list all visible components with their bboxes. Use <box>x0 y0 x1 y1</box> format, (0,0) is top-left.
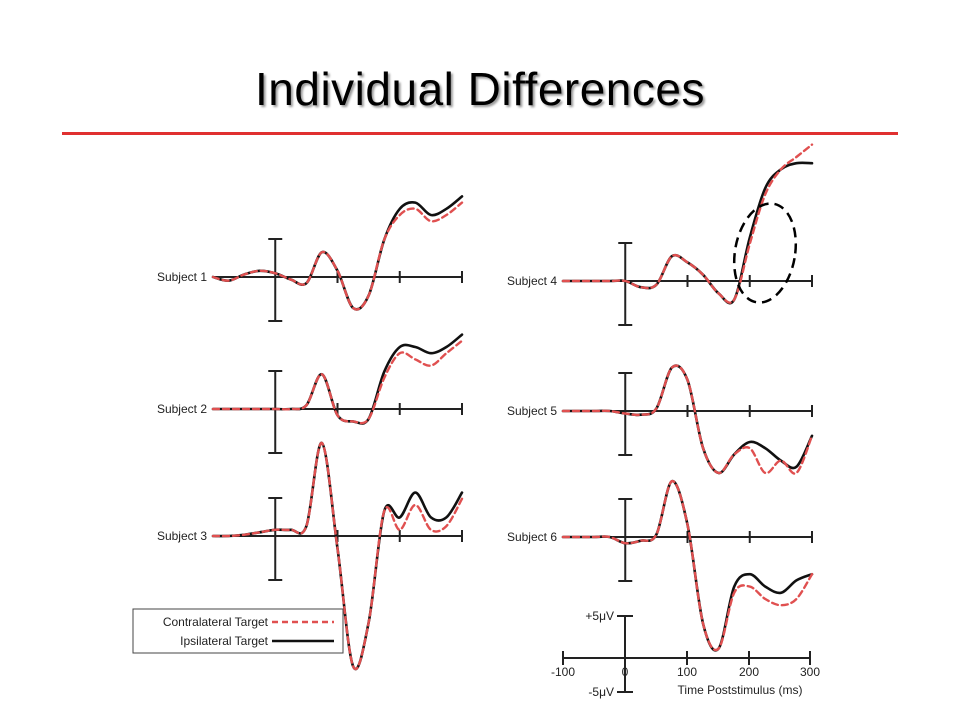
scale-bar-x-tick-label-300: 300 <box>800 665 820 679</box>
highlight-ellipse <box>732 202 798 304</box>
subject-4-contralateral-line <box>561 143 814 304</box>
subject-5-contralateral-line <box>561 364 814 475</box>
scale-bar-x-tick-label-100: 100 <box>677 665 697 679</box>
subject-6-ipsilateral-line <box>561 479 814 652</box>
subject-label-3: Subject 3 <box>157 529 207 543</box>
subject-6-contralateral-line <box>561 480 814 652</box>
scale-bar-x-axis-label: Time Poststimulus (ms) <box>678 683 803 697</box>
legend: Contralateral Target Ipsilateral Target <box>132 608 344 654</box>
subject-panel-1: Subject 1 <box>157 195 464 322</box>
scale-bar: +5μV -5μV -100 0 100 200 300 Time Postst… <box>551 609 820 699</box>
subject-label-2: Subject 2 <box>157 402 207 416</box>
subject-3-contralateral-line <box>211 441 464 671</box>
scale-bar-x-tick-label-minus100: -100 <box>551 665 575 679</box>
title-divider <box>62 132 898 135</box>
subject-panel-4: Subject 4 <box>507 143 814 326</box>
subject-1-contralateral-line <box>211 201 464 311</box>
subject-1-ipsilateral-line <box>211 195 464 311</box>
legend-box <box>132 608 344 654</box>
legend-label-contralateral: Contralateral Target <box>163 615 269 629</box>
subject-panel-5: Subject 5 <box>507 364 814 475</box>
subject-panel-3: Subject 3 <box>157 441 464 671</box>
subject-label-1: Subject 1 <box>157 270 207 284</box>
subject-panels: Subject 1 Subject 2 Subject 3 Subject 4 Subj… <box>157 143 814 671</box>
scale-bar-x-tick-label-0: 0 <box>622 665 629 679</box>
subject-label-6: Subject 6 <box>507 530 557 544</box>
scale-bar-x-tick-label-200: 200 <box>739 665 759 679</box>
subject-label-4: Subject 4 <box>507 274 557 288</box>
scale-bar-y-top-label: +5μV <box>585 609 614 623</box>
subject-panel-2: Subject 2 <box>157 333 464 454</box>
slide-title: Individual Differences <box>255 63 705 115</box>
subject-2-contralateral-line <box>211 339 464 425</box>
legend-label-ipsilateral: Ipsilateral Target <box>180 634 268 648</box>
subject-label-5: Subject 5 <box>507 404 557 418</box>
scale-bar-y-bottom-label: -5μV <box>588 685 614 699</box>
subject-panel-6: Subject 6 <box>507 479 814 652</box>
